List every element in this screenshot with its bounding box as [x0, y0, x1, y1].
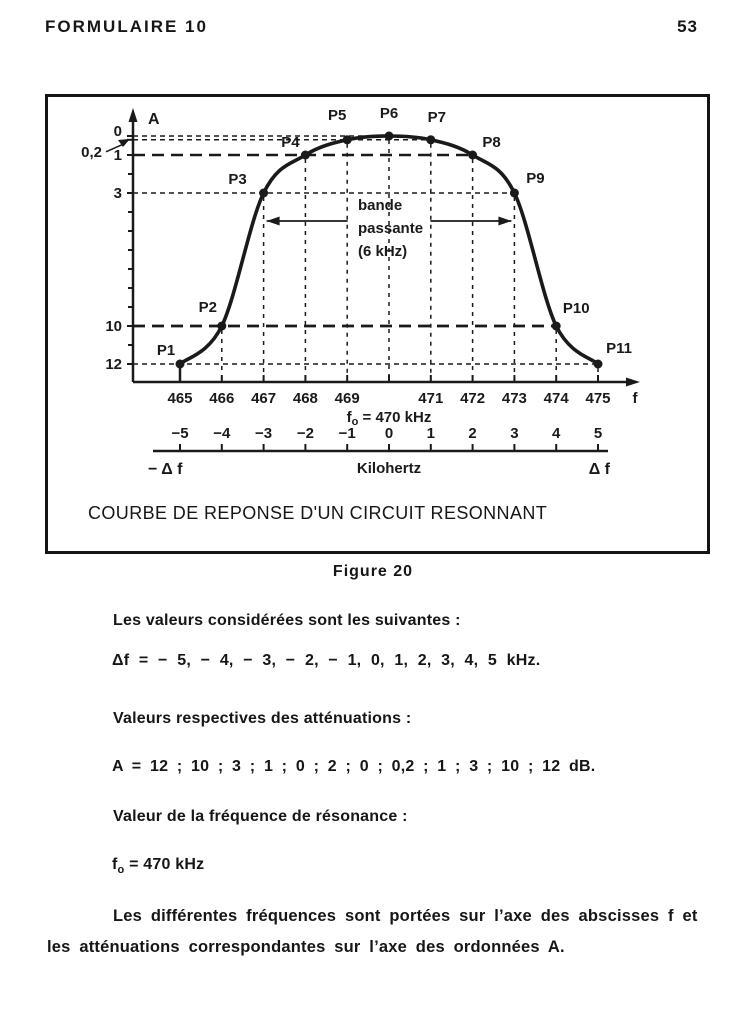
point-label-P6: P6 — [380, 105, 398, 122]
point-P2 — [217, 321, 227, 331]
delta-left-label: − Δ f — [148, 461, 183, 478]
x-tick-label: 473 — [502, 390, 527, 407]
pointer-0-2-arrow — [118, 139, 130, 147]
figure-caption: Figure 20 — [332, 563, 414, 580]
point-P10 — [551, 321, 561, 331]
band-label-line-3: (6 kHz) — [358, 243, 407, 260]
text-delta-values: Δf = − 5, − 4, − 3, − 2, − 1, 0, 1, 2, 3… — [112, 652, 541, 669]
x-tick-label: 465 — [167, 390, 192, 407]
x-tick-label: 467 — [251, 390, 276, 407]
x-axis-arrow — [626, 377, 640, 387]
delta-unit-label: Kilohertz — [357, 460, 421, 477]
delta-right-label: Δ f — [589, 461, 611, 478]
text-intro-attenuations: Valeurs respectives des atténuations : — [113, 710, 412, 727]
point-label-P7: P7 — [428, 109, 446, 126]
x-tick-label: 471 — [418, 390, 443, 407]
x-tick-label: 475 — [585, 390, 610, 407]
delta-tick-label: −4 — [213, 425, 231, 442]
delta-tick-label: 5 — [594, 425, 602, 442]
delta-tick-label: −5 — [171, 425, 188, 442]
y-tick-label: 1 — [114, 147, 122, 164]
band-label-line-2: passante — [358, 220, 423, 237]
text-resonance-value: fo = 470 kHz — [112, 856, 204, 876]
point-P1 — [175, 359, 185, 369]
point-P7 — [426, 135, 436, 145]
y-tick-label: 12 — [105, 356, 122, 373]
point-label-P1: P1 — [157, 342, 175, 359]
band-arrow-left-head — [266, 216, 280, 226]
f0-note: fo = 470 kHz — [347, 409, 432, 428]
point-label-P5: P5 — [328, 107, 346, 124]
x-tick-label: 466 — [209, 390, 234, 407]
figure-title: COURBE DE REPONSE D'UN CIRCUIT RESONNANT — [88, 503, 548, 523]
delta-tick-label: −1 — [339, 425, 356, 442]
y-tick-label: 10 — [105, 318, 122, 335]
f0-subscript: o — [117, 864, 125, 877]
delta-tick-label: 2 — [468, 425, 476, 442]
point-P3 — [259, 188, 269, 198]
page-number: 53 — [677, 17, 698, 36]
delta-tick-label: 1 — [427, 425, 435, 442]
delta-tick-label: 4 — [552, 425, 561, 442]
delta-tick-label: 0 — [385, 425, 393, 442]
point-P8 — [468, 150, 478, 160]
y-tick-label: 0 — [114, 123, 122, 140]
point-label-P4: P4 — [281, 134, 300, 151]
closing-line-2: les atténuations correspondantes sur l’a… — [47, 938, 565, 956]
point-label-P11: P11 — [606, 340, 632, 357]
f0-symbol: f — [112, 856, 118, 873]
text-attenuation-values: A = 12 ; 10 ; 3 ; 1 ; 0 ; 2 ; 0 ; 0,2 ; … — [112, 758, 596, 775]
band-label-line-1: bande — [358, 197, 402, 214]
delta-tick-label: −3 — [255, 425, 272, 442]
point-P4 — [300, 150, 310, 160]
x-tick-label: 474 — [544, 390, 570, 407]
point-P6 — [384, 131, 394, 141]
point-label-P9: P9 — [526, 170, 544, 187]
y-tick-label: 3 — [114, 185, 122, 202]
x-tick-label: 472 — [460, 390, 485, 407]
text-intro-resonance: Valeur de la fréquence de résonance : — [113, 808, 408, 825]
closing-paragraph: Les différentes fréquences sont portées … — [47, 901, 715, 963]
y-tick-label-0-2: 0,2 — [81, 144, 102, 161]
closing-line-1: Les différentes fréquences sont portées … — [113, 907, 698, 925]
point-label-P10: P10 — [563, 300, 590, 317]
point-label-P2: P2 — [199, 299, 217, 316]
x-axis-label: f — [633, 390, 639, 407]
y-axis-label: A — [148, 111, 160, 128]
pointer-0-2 — [105, 143, 125, 153]
point-label-P3: P3 — [228, 171, 246, 188]
delta-tick-label: −2 — [297, 425, 314, 442]
header-title: FORMULAIRE 10 — [45, 17, 208, 36]
point-P11 — [593, 359, 603, 369]
f0-value: = 470 kHz — [124, 856, 205, 873]
figure-box: 0 0,2 1 3 10 12 A 465 466 467 468 469 471 472 473 474 47… — [45, 94, 710, 554]
band-arrow-right-head — [498, 216, 512, 226]
y-axis-arrow — [128, 108, 138, 122]
point-P5 — [342, 135, 352, 145]
text-intro-values: Les valeurs considérées sont les suivant… — [113, 612, 461, 629]
x-tick-label: 468 — [293, 390, 318, 407]
delta-tick-label: 3 — [510, 425, 518, 442]
point-label-P8: P8 — [482, 134, 500, 151]
x-tick-label: 469 — [335, 390, 360, 407]
point-P9 — [509, 188, 519, 198]
